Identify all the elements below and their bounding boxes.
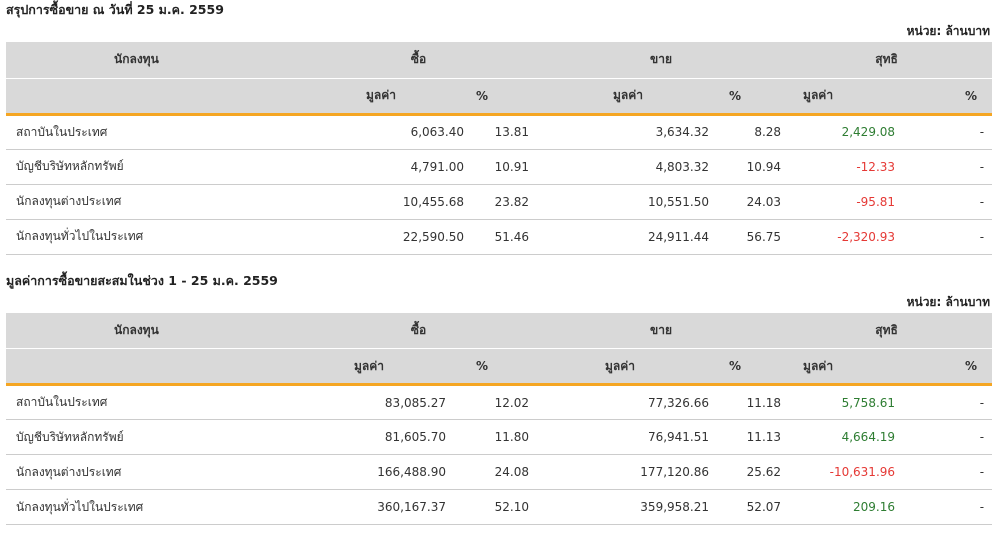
sell-pct-header: %: [721, 348, 782, 386]
buy-pct: 52.10: [476, 489, 542, 525]
sell-pct: 52.07: [721, 489, 782, 525]
net-pct: -: [951, 489, 993, 525]
buy-value-header: มูลค่า: [296, 348, 476, 386]
net-value: -95.81: [781, 184, 952, 220]
investor-name: สถาบันในประเทศ: [6, 384, 296, 420]
net-header: สุทธิ: [781, 312, 993, 349]
buy-pct: 51.46: [476, 219, 542, 255]
header-row-top: นักลงทุน ซื้อ ขาย สุทธิ: [6, 42, 993, 79]
sell-value: 4,803.32: [541, 149, 722, 185]
sell-value: 10,551.50: [541, 184, 722, 220]
sell-value-header: มูลค่า: [541, 78, 722, 116]
sell-value-header: มูลค่า: [541, 348, 722, 386]
buy-pct-header: %: [476, 78, 542, 116]
buy-value: 10,455.68: [296, 184, 476, 220]
investor-name: สถาบันในประเทศ: [6, 114, 296, 150]
table-row: บัญชีบริษัทหลักทรัพย์ 4,791.00 10.91 4,8…: [6, 149, 993, 185]
sell-pct-header: %: [721, 78, 782, 116]
table-row: นักลงทุนทั่วไปในประเทศ 360,167.37 52.10 …: [6, 489, 993, 525]
net-value-header: มูลค่า: [781, 348, 952, 386]
buy-pct: 10.91: [476, 149, 542, 185]
table-row: บัญชีบริษัทหลักทรัพย์ 81,605.70 11.80 76…: [6, 419, 993, 455]
buy-pct: 11.80: [476, 419, 542, 455]
section-cumulative: มูลค่าการซื้อขายสะสมในช่วง 1 - 25 ม.ค. 2…: [0, 271, 1006, 525]
buy-value: 83,085.27: [296, 384, 476, 420]
section-title: สรุปการซื้อขาย ณ วันที่ 25 ม.ค. 2559: [6, 2, 224, 17]
sell-pct: 10.94: [721, 149, 782, 185]
net-header: สุทธิ: [781, 42, 993, 79]
sell-value: 359,958.21: [541, 489, 722, 525]
investor-name: นักลงทุนต่างประเทศ: [6, 454, 296, 490]
buy-value: 6,063.40: [296, 114, 476, 150]
net-value: 4,664.19: [781, 419, 952, 455]
investor-name: นักลงทุนทั่วไปในประเทศ: [6, 219, 296, 255]
buy-value: 4,791.00: [296, 149, 476, 185]
net-value: 2,429.08: [781, 114, 952, 150]
sell-pct: 11.13: [721, 419, 782, 455]
table-row: นักลงทุนทั่วไปในประเทศ 22,590.50 51.46 2…: [6, 219, 993, 255]
sell-value: 77,326.66: [541, 384, 722, 420]
net-value: 209.16: [781, 489, 952, 525]
header-row-sub: มูลค่า % มูลค่า % มูลค่า %: [6, 348, 993, 386]
net-pct: -: [951, 219, 993, 255]
buy-header: ซื้อ: [296, 312, 542, 349]
buy-pct: 12.02: [476, 384, 542, 420]
net-pct: -: [951, 149, 993, 185]
header-blank: [6, 348, 296, 386]
investor-header: นักลงทุน: [6, 312, 296, 349]
net-value-header: มูลค่า: [781, 78, 952, 116]
investor-header: นักลงทุน: [6, 42, 296, 79]
table-row: สถาบันในประเทศ 6,063.40 13.81 3,634.32 8…: [6, 114, 993, 150]
sell-value: 3,634.32: [541, 114, 722, 150]
buy-pct: 13.81: [476, 114, 542, 150]
header-blank: [6, 78, 296, 116]
buy-value: 360,167.37: [296, 489, 476, 525]
net-value: -12.33: [781, 149, 952, 185]
net-pct: -: [951, 454, 993, 490]
net-value: 5,758.61: [781, 384, 952, 420]
table-row: นักลงทุนต่างประเทศ 166,488.90 24.08 177,…: [6, 454, 993, 490]
sell-pct: 25.62: [721, 454, 782, 490]
net-value: -10,631.96: [781, 454, 952, 490]
net-pct: -: [951, 184, 993, 220]
sell-value: 24,911.44: [541, 219, 722, 255]
table-row: นักลงทุนต่างประเทศ 10,455.68 23.82 10,55…: [6, 184, 993, 220]
buy-header: ซื้อ: [296, 42, 542, 79]
buy-value-header: มูลค่า: [296, 78, 476, 116]
buy-value: 81,605.70: [296, 419, 476, 455]
trading-summary-table: นักลงทุน ซื้อ ขาย สุทธิ มูลค่า % มูลค่า …: [6, 42, 993, 255]
section-daily: สรุปการซื้อขาย ณ วันที่ 25 ม.ค. 2559 หน่…: [0, 0, 1006, 255]
buy-pct: 24.08: [476, 454, 542, 490]
investor-name: บัญชีบริษัทหลักทรัพย์: [6, 419, 296, 455]
buy-value: 22,590.50: [296, 219, 476, 255]
unit-label: หน่วย: ล้านบาท: [906, 294, 990, 309]
buy-pct-header: %: [476, 348, 542, 386]
investor-name: นักลงทุนต่างประเทศ: [6, 184, 296, 220]
net-value: -2,320.93: [781, 219, 952, 255]
buy-pct: 23.82: [476, 184, 542, 220]
unit-label: หน่วย: ล้านบาท: [906, 24, 990, 38]
table-row: สถาบันในประเทศ 83,085.27 12.02 77,326.66…: [6, 384, 993, 420]
net-pct-header: %: [951, 348, 993, 386]
sell-header: ขาย: [541, 312, 782, 349]
section-title: มูลค่าการซื้อขายสะสมในช่วง 1 - 25 ม.ค. 2…: [6, 272, 278, 288]
sell-value: 76,941.51: [541, 419, 722, 455]
sell-pct: 56.75: [721, 219, 782, 255]
investor-name: นักลงทุนทั่วไปในประเทศ: [6, 489, 296, 525]
header-row-top: นักลงทุน ซื้อ ขาย สุทธิ: [6, 312, 993, 349]
investor-name: บัญชีบริษัทหลักทรัพย์: [6, 149, 296, 185]
cumulative-trading-table: นักลงทุน ซื้อ ขาย สุทธิ มูลค่า % มูลค่า …: [6, 312, 993, 525]
buy-value: 166,488.90: [296, 454, 476, 490]
header-row-sub: มูลค่า % มูลค่า % มูลค่า %: [6, 78, 993, 116]
sell-pct: 24.03: [721, 184, 782, 220]
sell-header: ขาย: [541, 42, 782, 79]
sell-value: 177,120.86: [541, 454, 722, 490]
net-pct: -: [951, 419, 993, 455]
net-pct: -: [951, 384, 993, 420]
net-pct: -: [951, 114, 993, 150]
sell-pct: 8.28: [721, 114, 782, 150]
sell-pct: 11.18: [721, 384, 782, 420]
net-pct-header: %: [951, 78, 993, 116]
